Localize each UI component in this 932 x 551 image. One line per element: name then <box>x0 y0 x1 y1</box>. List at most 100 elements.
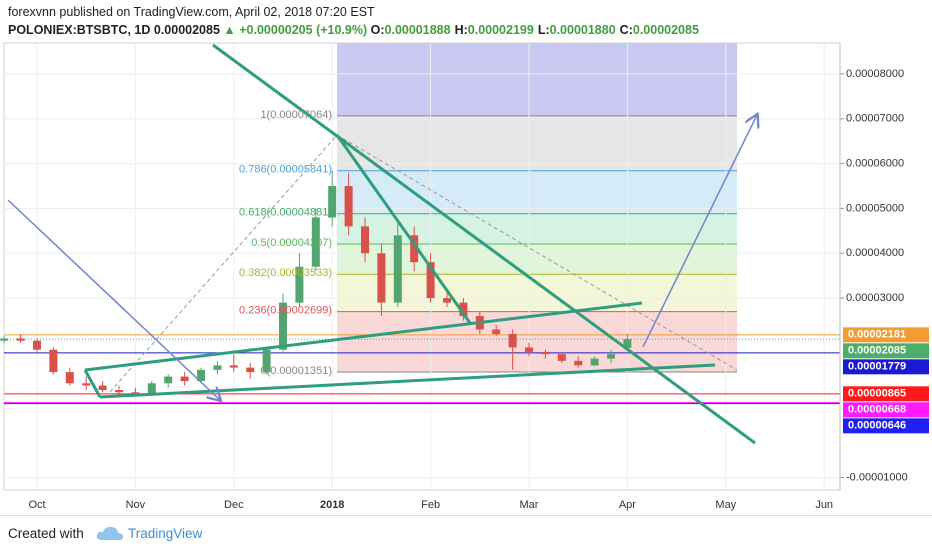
quote-line: POLONIEX:BTSBTC, 1D 0.00002085 ▲ +0.0000… <box>8 21 703 39</box>
candle-body <box>49 349 58 373</box>
price-badge <box>843 418 929 434</box>
brand[interactable]: TradingView <box>128 526 203 541</box>
candle-body <box>443 298 451 303</box>
x-tick-label: Oct <box>28 499 45 511</box>
candle-body <box>295 266 304 303</box>
candle-body <box>164 376 173 384</box>
candle-body <box>180 376 189 382</box>
candle-body <box>98 385 107 391</box>
x-tick-label: Feb <box>421 499 440 511</box>
drawings <box>7 43 757 445</box>
candle-body <box>607 354 615 359</box>
chart: 1(0.00007064) 0.786(0.00005841) 0.618(0.00… <box>0 42 929 511</box>
fib-label: 0.5(0.00004207) <box>251 237 332 249</box>
candle-body <box>147 383 156 395</box>
candle-body <box>82 383 91 386</box>
x-tick-label: Nov <box>126 499 146 511</box>
created-with: Created with <box>8 526 84 541</box>
candle-body <box>525 347 533 352</box>
candle-body <box>0 338 9 341</box>
fib-zone <box>337 170 737 214</box>
trend-line <box>84 301 643 372</box>
price-badge <box>843 327 929 343</box>
price-badge-label: 0.00001779 <box>848 361 906 373</box>
fib-zone <box>337 243 737 275</box>
price-badge-label: 0.00002085 <box>848 345 906 357</box>
y-tick-label: 0.00003000 <box>846 292 904 304</box>
byline: forexvnn published on TradingView.com, A… <box>8 5 375 19</box>
arrow <box>7 199 220 400</box>
candle-body <box>246 367 255 373</box>
arrow <box>642 115 757 348</box>
candle-body <box>131 392 140 395</box>
dashed-line <box>109 134 338 393</box>
trend-line <box>212 43 756 445</box>
candle-body <box>459 302 468 317</box>
ohlc: O:0.00001888 H:0.00002199 L:0.00001880 C:0.… <box>371 23 703 37</box>
price-badge <box>843 386 929 402</box>
trend-line <box>99 363 716 399</box>
ohlc-label: H: <box>454 23 468 37</box>
x-tick-label: Apr <box>619 499 636 511</box>
candle-body <box>229 365 238 368</box>
ohlc-value: 0.00001888 <box>384 23 451 37</box>
candle-body <box>557 354 566 361</box>
candle-body <box>492 329 501 334</box>
fib-label: 0(0.00001351) <box>260 365 332 377</box>
symbol: POLONIEX:BTSBTC, 1D <box>8 23 151 37</box>
ohlc-value: 0.00001880 <box>549 23 616 37</box>
ohlc-value: 0.00002199 <box>467 23 534 37</box>
candles <box>0 170 632 397</box>
candle-body <box>344 186 353 227</box>
x-tick-label: May <box>715 499 736 511</box>
candle-body <box>33 340 41 350</box>
fib-label: 1(0.00007064) <box>260 109 332 121</box>
fib-zone <box>337 311 737 373</box>
logo <box>96 526 123 540</box>
header: forexvnn published on TradingView.com, A… <box>8 3 703 39</box>
axes: 0.00008000 0.00007000 0.00006000 0.00005000… <box>28 43 929 511</box>
candle-body <box>328 186 337 218</box>
price-badge <box>843 343 929 359</box>
candle-body <box>311 217 320 267</box>
ohlc-value: 0.00002085 <box>632 23 699 37</box>
candle-body <box>508 333 517 348</box>
candle-body <box>213 365 222 370</box>
fib-label: 0.236(0.00002699) <box>239 305 332 317</box>
change: +0.00000205 (+10.9%) <box>239 23 368 37</box>
candle-body <box>426 262 435 299</box>
dashed-line <box>336 134 738 371</box>
ohlc-label: O: <box>370 23 385 37</box>
ohlc-label: C: <box>619 23 633 37</box>
candle-body <box>279 302 287 350</box>
candle-body <box>115 390 123 393</box>
y-tick-label: 0.00005000 <box>846 202 904 214</box>
price-badge-label: 0.00000646 <box>848 420 906 432</box>
price-badge <box>843 359 929 375</box>
fib-zone <box>337 115 737 171</box>
price-badge-label: 0.00002181 <box>848 329 906 341</box>
candle-body <box>623 339 632 348</box>
price-badge-label: 0.00000865 <box>848 388 906 400</box>
candle-body <box>65 372 74 384</box>
candle-body <box>541 351 550 355</box>
x-tick-label: Dec <box>224 499 244 511</box>
fib-label: 0.382(0.00003533) <box>239 267 332 279</box>
y-tick-label: -0.00001000 <box>846 471 908 483</box>
y-tick-label: 0.00006000 <box>846 158 904 170</box>
arrow: ▲ <box>223 23 236 37</box>
candle-body <box>361 226 369 254</box>
y-tick-label: 0.00007000 <box>846 113 904 125</box>
fib-label: 0.618(0.00004881) <box>239 207 332 219</box>
x-tick-label: 2018 <box>320 499 344 511</box>
price-badge <box>843 402 929 418</box>
fib-zone-top <box>337 43 737 116</box>
candle-body <box>393 235 402 303</box>
candle-body <box>377 253 386 303</box>
price-badge-label: 0.00000668 <box>848 404 906 416</box>
y-tick-label: 0.00004000 <box>846 247 904 259</box>
trend-line <box>83 369 102 398</box>
candle-body <box>410 235 419 263</box>
candle-body <box>197 369 205 382</box>
footer: Created with TradingView <box>0 515 932 551</box>
